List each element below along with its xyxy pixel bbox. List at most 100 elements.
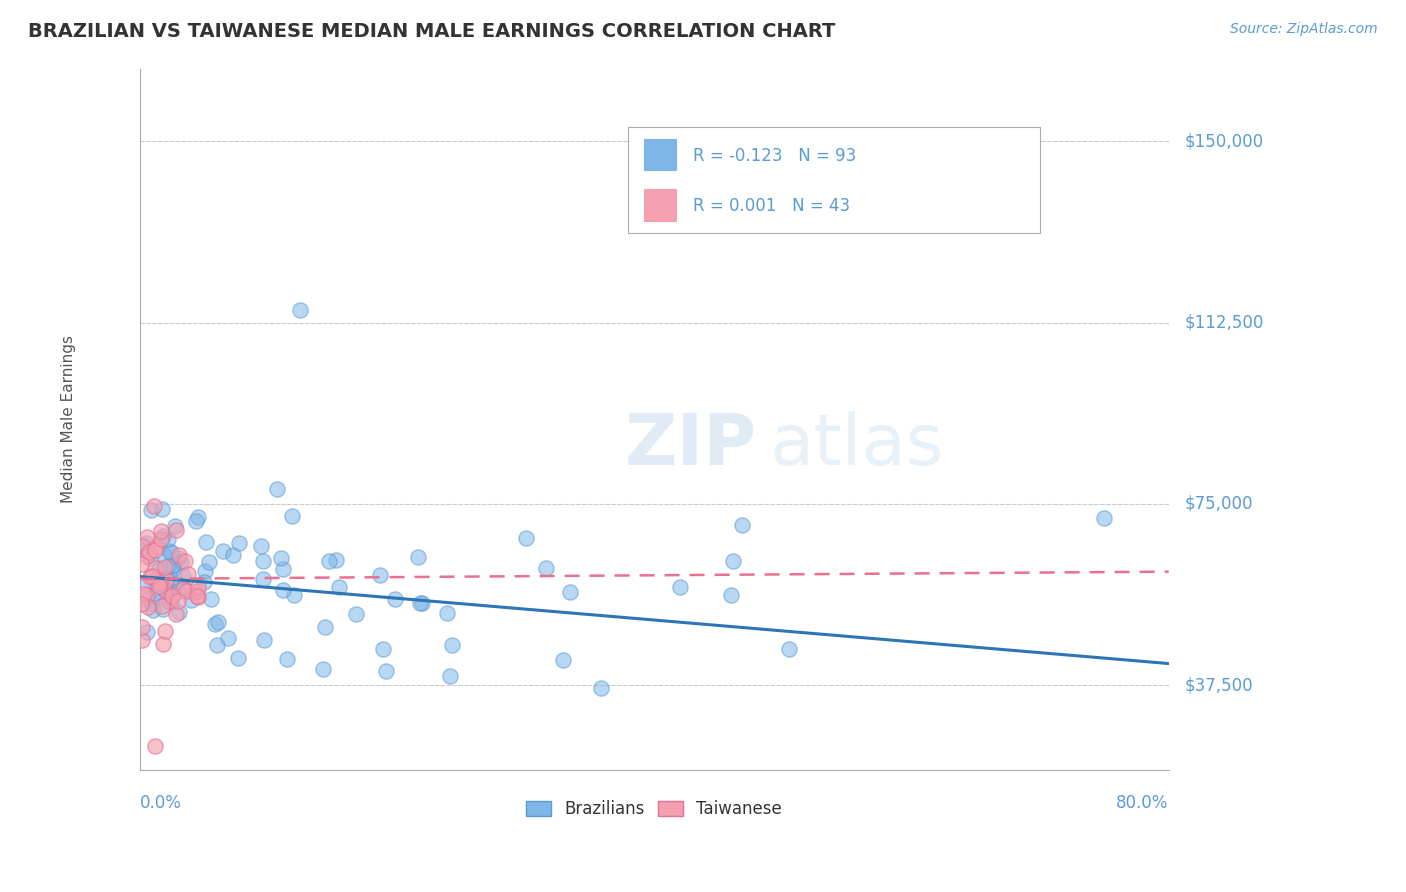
- Point: [132, 587, 155, 601]
- Point: [177, 566, 200, 581]
- Point: [228, 536, 250, 550]
- Point: [406, 549, 429, 564]
- Point: [166, 583, 188, 598]
- Point: [325, 553, 347, 567]
- Point: [207, 615, 229, 629]
- Text: $150,000: $150,000: [1184, 132, 1264, 150]
- Text: Source: ZipAtlas.com: Source: ZipAtlas.com: [1230, 22, 1378, 37]
- Text: 0.0%: 0.0%: [139, 794, 181, 813]
- Point: [187, 590, 209, 604]
- Point: [143, 739, 166, 753]
- Point: [155, 559, 177, 574]
- Point: [314, 620, 336, 634]
- Legend: Brazilians, Taiwanese: Brazilians, Taiwanese: [519, 794, 789, 825]
- Point: [290, 303, 312, 318]
- Point: [159, 594, 181, 608]
- Point: [135, 577, 157, 591]
- Point: [276, 652, 298, 666]
- Point: [160, 563, 183, 577]
- Point: [135, 592, 157, 607]
- Text: BRAZILIAN VS TAIWANESE MEDIAN MALE EARNINGS CORRELATION CHART: BRAZILIAN VS TAIWANESE MEDIAN MALE EARNI…: [28, 22, 835, 41]
- Point: [172, 582, 194, 596]
- Point: [143, 543, 166, 558]
- Point: [152, 528, 174, 542]
- Point: [187, 510, 209, 524]
- Point: [328, 580, 350, 594]
- Text: $112,500: $112,500: [1184, 313, 1264, 332]
- Point: [273, 562, 295, 576]
- Point: [129, 597, 152, 611]
- Point: [281, 509, 304, 524]
- Point: [721, 554, 744, 568]
- Point: [166, 550, 188, 565]
- Text: atlas: atlas: [770, 411, 945, 481]
- Point: [375, 664, 398, 678]
- Point: [186, 583, 208, 598]
- Point: [142, 603, 165, 617]
- Point: [283, 588, 305, 602]
- Point: [136, 549, 159, 563]
- Point: [553, 653, 575, 667]
- Point: [778, 641, 800, 656]
- Point: [558, 585, 581, 599]
- Point: [152, 581, 174, 595]
- Point: [153, 624, 176, 638]
- Point: [194, 534, 217, 549]
- Point: [731, 518, 754, 533]
- Point: [148, 579, 170, 593]
- Point: [139, 550, 162, 565]
- Point: [153, 548, 176, 562]
- Point: [159, 572, 181, 586]
- Point: [384, 592, 406, 607]
- Point: [131, 539, 153, 553]
- Point: [138, 600, 160, 615]
- Point: [139, 570, 162, 584]
- Point: [141, 596, 163, 610]
- Point: [145, 581, 167, 595]
- Point: [212, 543, 235, 558]
- Point: [142, 499, 165, 513]
- Point: [183, 584, 205, 599]
- Bar: [644, 138, 676, 170]
- Point: [217, 631, 239, 645]
- Point: [176, 582, 198, 597]
- Point: [143, 561, 166, 575]
- Point: [165, 607, 187, 621]
- Point: [226, 651, 249, 665]
- Point: [318, 554, 340, 568]
- Point: [163, 587, 186, 601]
- Point: [207, 638, 229, 652]
- Point: [194, 565, 217, 579]
- Point: [167, 593, 190, 607]
- Point: [135, 530, 157, 544]
- Point: [157, 558, 180, 573]
- Point: [411, 596, 433, 610]
- Point: [157, 544, 180, 558]
- Point: [439, 669, 461, 683]
- Point: [145, 540, 167, 554]
- Point: [141, 503, 163, 517]
- Point: [173, 554, 195, 568]
- Text: Median Male Earnings: Median Male Earnings: [62, 335, 76, 503]
- Point: [172, 568, 194, 582]
- Point: [146, 570, 169, 584]
- Point: [155, 574, 177, 588]
- Point: [156, 532, 179, 546]
- Point: [344, 607, 367, 621]
- Point: [148, 562, 170, 576]
- Point: [131, 632, 153, 647]
- Point: [273, 583, 295, 598]
- Point: [591, 681, 613, 695]
- Point: [222, 548, 245, 562]
- Point: [534, 560, 557, 574]
- Point: [145, 586, 167, 600]
- Text: $75,000: $75,000: [1184, 495, 1253, 513]
- Point: [436, 607, 458, 621]
- Point: [149, 532, 172, 546]
- Point: [250, 539, 273, 553]
- Point: [160, 589, 183, 603]
- Point: [409, 596, 432, 610]
- Point: [135, 536, 157, 550]
- Point: [169, 605, 191, 619]
- Point: [167, 549, 190, 563]
